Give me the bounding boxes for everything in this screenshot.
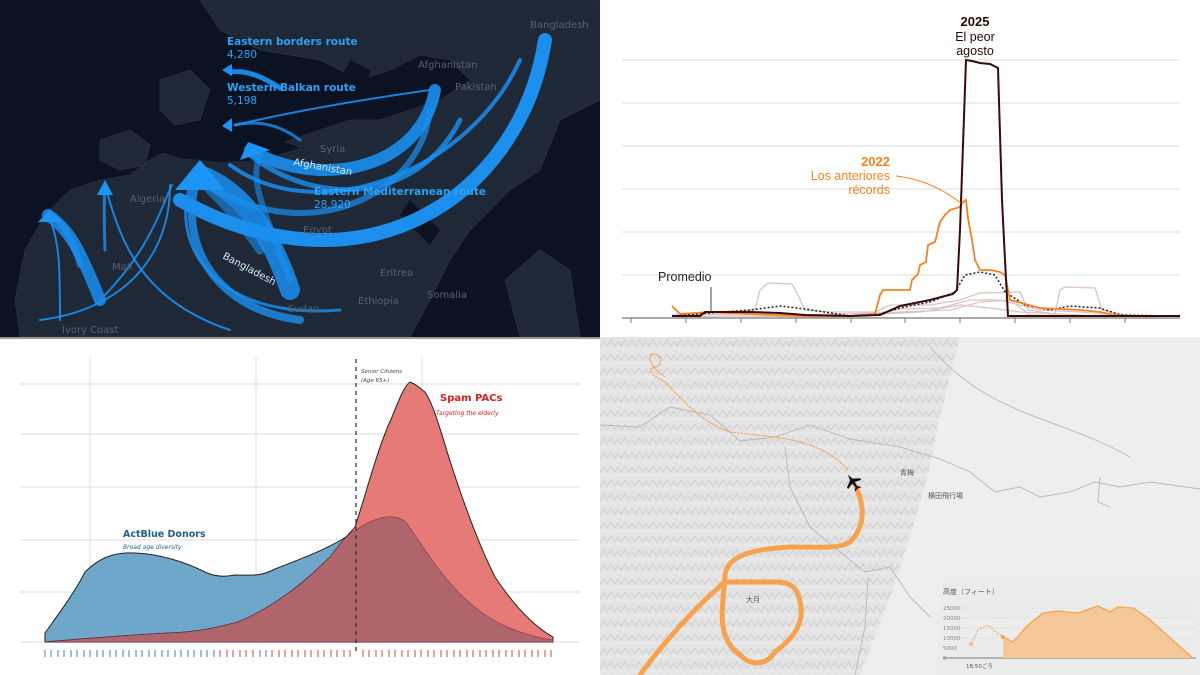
y-tick-0: 0 [943,656,947,662]
route-label-western-balkan: Western Balkan route [227,82,356,94]
altitude-chart-title: 高度（フィート） [943,587,999,596]
label-average: Promedio [658,270,712,284]
annotation-leader-2022 [895,175,962,204]
place-label-yokota-airbase: 横田飛行場 [928,491,963,500]
country-label-eritrea: Eritrea [380,268,413,279]
route-value-western-balkan: 5,198 [227,95,257,107]
country-label-egypt: Egypt [303,225,332,236]
route-label-eastern-borders: Eastern borders route [227,36,358,48]
migration-flow-map-panel: Eastern borders route 4,280 Western Balk… [0,0,600,337]
altitude-pre-segment [970,624,1004,645]
country-label-ethiopia: Ethiopia [358,296,399,307]
flight-path [637,353,865,675]
boundaries [600,346,1200,675]
country-label-ivory-coast: Ivory Coast [62,325,119,336]
line-2025 [672,58,1180,318]
country-label-afghanistan: Afghanistan [418,60,478,71]
rug-ticks-red [219,650,552,657]
donor-age-density-chart-panel: Senior Citizens (Age 65+) Spam PACs Targ… [0,337,600,675]
mountain-terrain [600,337,960,675]
country-label-bangladesh: Bangladesh [530,20,589,31]
country-label-algeria: Algeria [130,194,165,205]
spam-pacs-title: Spam PACs [440,393,502,404]
density-chart: Senior Citizens (Age 65+) Spam PACs Targ… [0,337,600,657]
spam-pacs-subtitle: Targeting the elderly [436,410,499,417]
place-label-otsuki: 大月 [746,595,760,604]
rug-ticks-blue [44,650,267,657]
label-2025-line2: agosto [956,44,994,58]
altitude-inset-chart: 高度（フィート） 25000 20000 15000 10000 5000 0 … [938,580,1200,675]
altitude-line [1002,605,1194,659]
y-tick-25000: 25000 [943,606,961,612]
label-2022-line1: Los anteriores [811,169,890,183]
average-line [671,271,1171,317]
country-label-syria: Syria [320,144,345,155]
route-value-eastern-med: 28,920 [314,199,351,211]
actblue-subtitle: Broad age diversity [123,544,182,551]
flight-map: 青梅 横田飛行場 大月 [600,337,1200,675]
altitude-chart: 高度（フィート） 25000 20000 15000 10000 5000 0 … [943,587,1196,670]
route-value-eastern-borders: 4,280 [227,49,257,61]
y-tick-20000: 20000 [943,616,961,622]
country-label-mali: Mali [112,262,132,273]
place-label-ome: 青梅 [900,468,914,477]
flight-path-map-panel: 青梅 横田飛行場 大月 [600,337,1200,675]
y-tick-10000: 10000 [943,636,961,642]
flow-map: Eastern borders route 4,280 Western Balk… [14,0,600,337]
label-2025-year: 2025 [961,14,990,29]
y-tick-15000: 15000 [943,626,961,632]
route-label-eastern-med: Eastern Mediterranean route [314,186,486,198]
country-label-somalia: Somalia [427,290,467,301]
label-2022-line2: récords [848,183,890,197]
overlap-area [44,516,554,643]
altitude-area [1003,606,1193,658]
senior-label-line1: Senior Citizens [361,369,402,375]
label-2025-line1: El peor [955,30,995,44]
airplane-icon [847,474,862,492]
y-tick-5000: 5000 [943,646,957,652]
line-2022 [671,198,1170,317]
arrow-heads [38,64,270,222]
x-ticks [630,318,1126,323]
x-label-time: 18:50ごろ [966,662,993,670]
country-label-sudan: Sudan [288,304,320,315]
senior-label-line2: (Age 65+) [361,378,389,384]
line-chart: 2025 El peor agosto 2022 Los anteriores … [622,14,1180,323]
gridlines [622,59,1180,276]
actblue-title: ActBlue Donors [123,529,206,540]
temperature-line-chart-panel: 2025 El peor agosto 2022 Los anteriores … [600,0,1200,337]
country-label-pakistan: Pakistan [455,82,497,93]
label-2022-year: 2022 [861,154,890,169]
